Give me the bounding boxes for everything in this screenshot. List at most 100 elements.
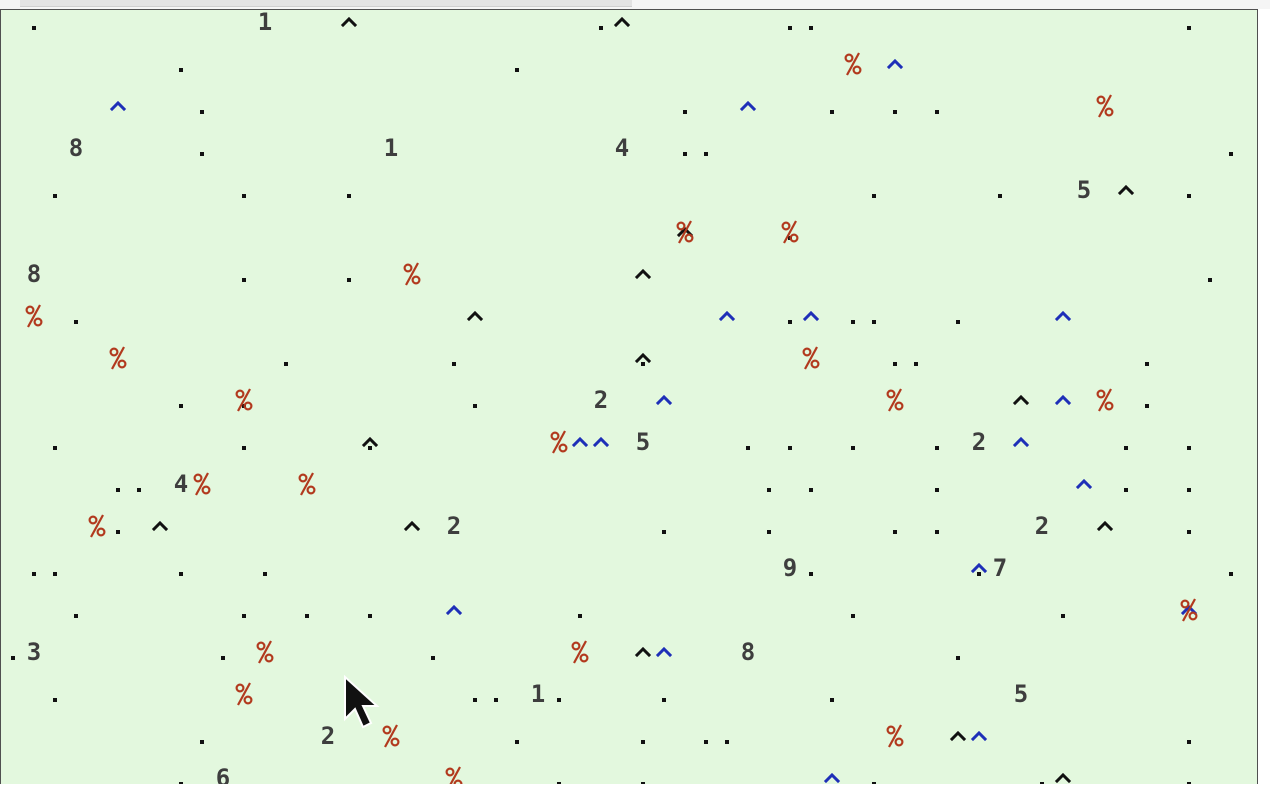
wall-dot bbox=[452, 362, 456, 366]
wall-dot bbox=[788, 320, 792, 324]
wall-dot bbox=[1229, 152, 1233, 156]
wall-dot bbox=[641, 362, 645, 366]
wall-dot bbox=[830, 110, 834, 114]
map-number: 5 bbox=[635, 428, 651, 456]
caret-up-icon bbox=[718, 310, 736, 322]
wall-dot bbox=[641, 782, 645, 785]
wall-dot bbox=[809, 572, 813, 576]
wall-dot bbox=[662, 698, 666, 702]
wall-dot bbox=[263, 572, 267, 576]
wall-dot bbox=[473, 404, 477, 408]
wall-dot bbox=[641, 740, 645, 744]
wall-dot bbox=[179, 404, 183, 408]
caret-up-icon bbox=[1054, 310, 1072, 322]
wall-dot bbox=[683, 152, 687, 156]
caret-up-icon bbox=[949, 730, 967, 742]
wall-dot bbox=[1229, 572, 1233, 576]
wall-dot bbox=[704, 740, 708, 744]
caret-up-icon bbox=[739, 100, 757, 112]
wall-dot bbox=[851, 446, 855, 450]
wall-dot bbox=[431, 656, 435, 660]
wall-dot bbox=[725, 740, 729, 744]
wall-dot bbox=[1187, 530, 1191, 534]
caret-up-icon bbox=[634, 352, 652, 364]
caret-up-icon bbox=[466, 310, 484, 322]
percent-sign-icon bbox=[676, 220, 694, 244]
wall-dot bbox=[1040, 782, 1044, 785]
wall-dot bbox=[53, 572, 57, 576]
window-tab-edge bbox=[20, 0, 632, 7]
wall-dot bbox=[242, 446, 246, 450]
wall-dot bbox=[557, 698, 561, 702]
caret-up-icon bbox=[1054, 394, 1072, 406]
percent-sign-icon bbox=[1096, 94, 1114, 118]
map-number: 7 bbox=[992, 554, 1008, 582]
wall-dot bbox=[242, 614, 246, 618]
percent-sign-icon bbox=[844, 52, 862, 76]
wall-dot bbox=[179, 572, 183, 576]
wall-dot bbox=[851, 320, 855, 324]
caret-up-icon bbox=[970, 730, 988, 742]
wall-dot bbox=[179, 68, 183, 72]
wall-dot bbox=[200, 740, 204, 744]
wall-dot bbox=[977, 572, 981, 576]
percent-sign-icon bbox=[235, 682, 253, 706]
wall-dot bbox=[662, 530, 666, 534]
wall-dot bbox=[200, 110, 204, 114]
wall-dot bbox=[137, 488, 141, 492]
percent-sign-icon bbox=[781, 220, 799, 244]
wall-dot bbox=[242, 194, 246, 198]
wall-dot bbox=[914, 362, 918, 366]
wall-dot bbox=[242, 278, 246, 282]
caret-up-icon bbox=[655, 394, 673, 406]
wall-dot bbox=[305, 614, 309, 618]
wall-dot bbox=[578, 614, 582, 618]
wall-dot bbox=[74, 614, 78, 618]
wall-dot bbox=[221, 656, 225, 660]
wall-dot bbox=[200, 152, 204, 156]
caret-up-icon bbox=[970, 562, 988, 574]
wall-dot bbox=[872, 320, 876, 324]
map-number: 6 bbox=[215, 764, 231, 785]
wall-dot bbox=[53, 698, 57, 702]
map-number: 2 bbox=[593, 386, 609, 414]
wall-dot bbox=[809, 26, 813, 30]
wall-dot bbox=[851, 614, 855, 618]
wall-dot bbox=[872, 782, 876, 785]
map-number: 5 bbox=[1076, 176, 1092, 204]
caret-up-icon bbox=[340, 16, 358, 28]
wall-dot bbox=[956, 320, 960, 324]
wall-dot bbox=[368, 614, 372, 618]
wall-dot bbox=[1208, 278, 1212, 282]
wall-dot bbox=[1061, 614, 1065, 618]
wall-dot bbox=[935, 530, 939, 534]
percent-sign-icon bbox=[193, 472, 211, 496]
wall-dot bbox=[179, 782, 183, 785]
map-number: 1 bbox=[257, 9, 273, 36]
caret-up-icon bbox=[445, 604, 463, 616]
wall-dot bbox=[935, 110, 939, 114]
wall-dot bbox=[767, 488, 771, 492]
mouse-pointer-icon bbox=[343, 674, 383, 735]
percent-sign-icon bbox=[571, 640, 589, 664]
wall-dot bbox=[956, 656, 960, 660]
map-number: 1 bbox=[530, 680, 546, 708]
wall-dot bbox=[1187, 782, 1191, 785]
wall-dot bbox=[347, 194, 351, 198]
window-right-edge bbox=[1258, 9, 1270, 790]
wall-dot bbox=[788, 26, 792, 30]
wall-dot bbox=[809, 488, 813, 492]
caret-up-icon bbox=[403, 520, 421, 532]
caret-up-icon bbox=[592, 436, 610, 448]
percent-sign-icon bbox=[88, 514, 106, 538]
map-number: 1 bbox=[383, 134, 399, 162]
map-number: 3 bbox=[26, 638, 42, 666]
wall-dot bbox=[32, 572, 36, 576]
wall-dot bbox=[704, 152, 708, 156]
percent-sign-icon bbox=[550, 430, 568, 454]
caret-up-icon bbox=[361, 436, 379, 448]
wall-dot bbox=[368, 446, 372, 450]
map-number: 2 bbox=[446, 512, 462, 540]
wall-dot bbox=[935, 488, 939, 492]
